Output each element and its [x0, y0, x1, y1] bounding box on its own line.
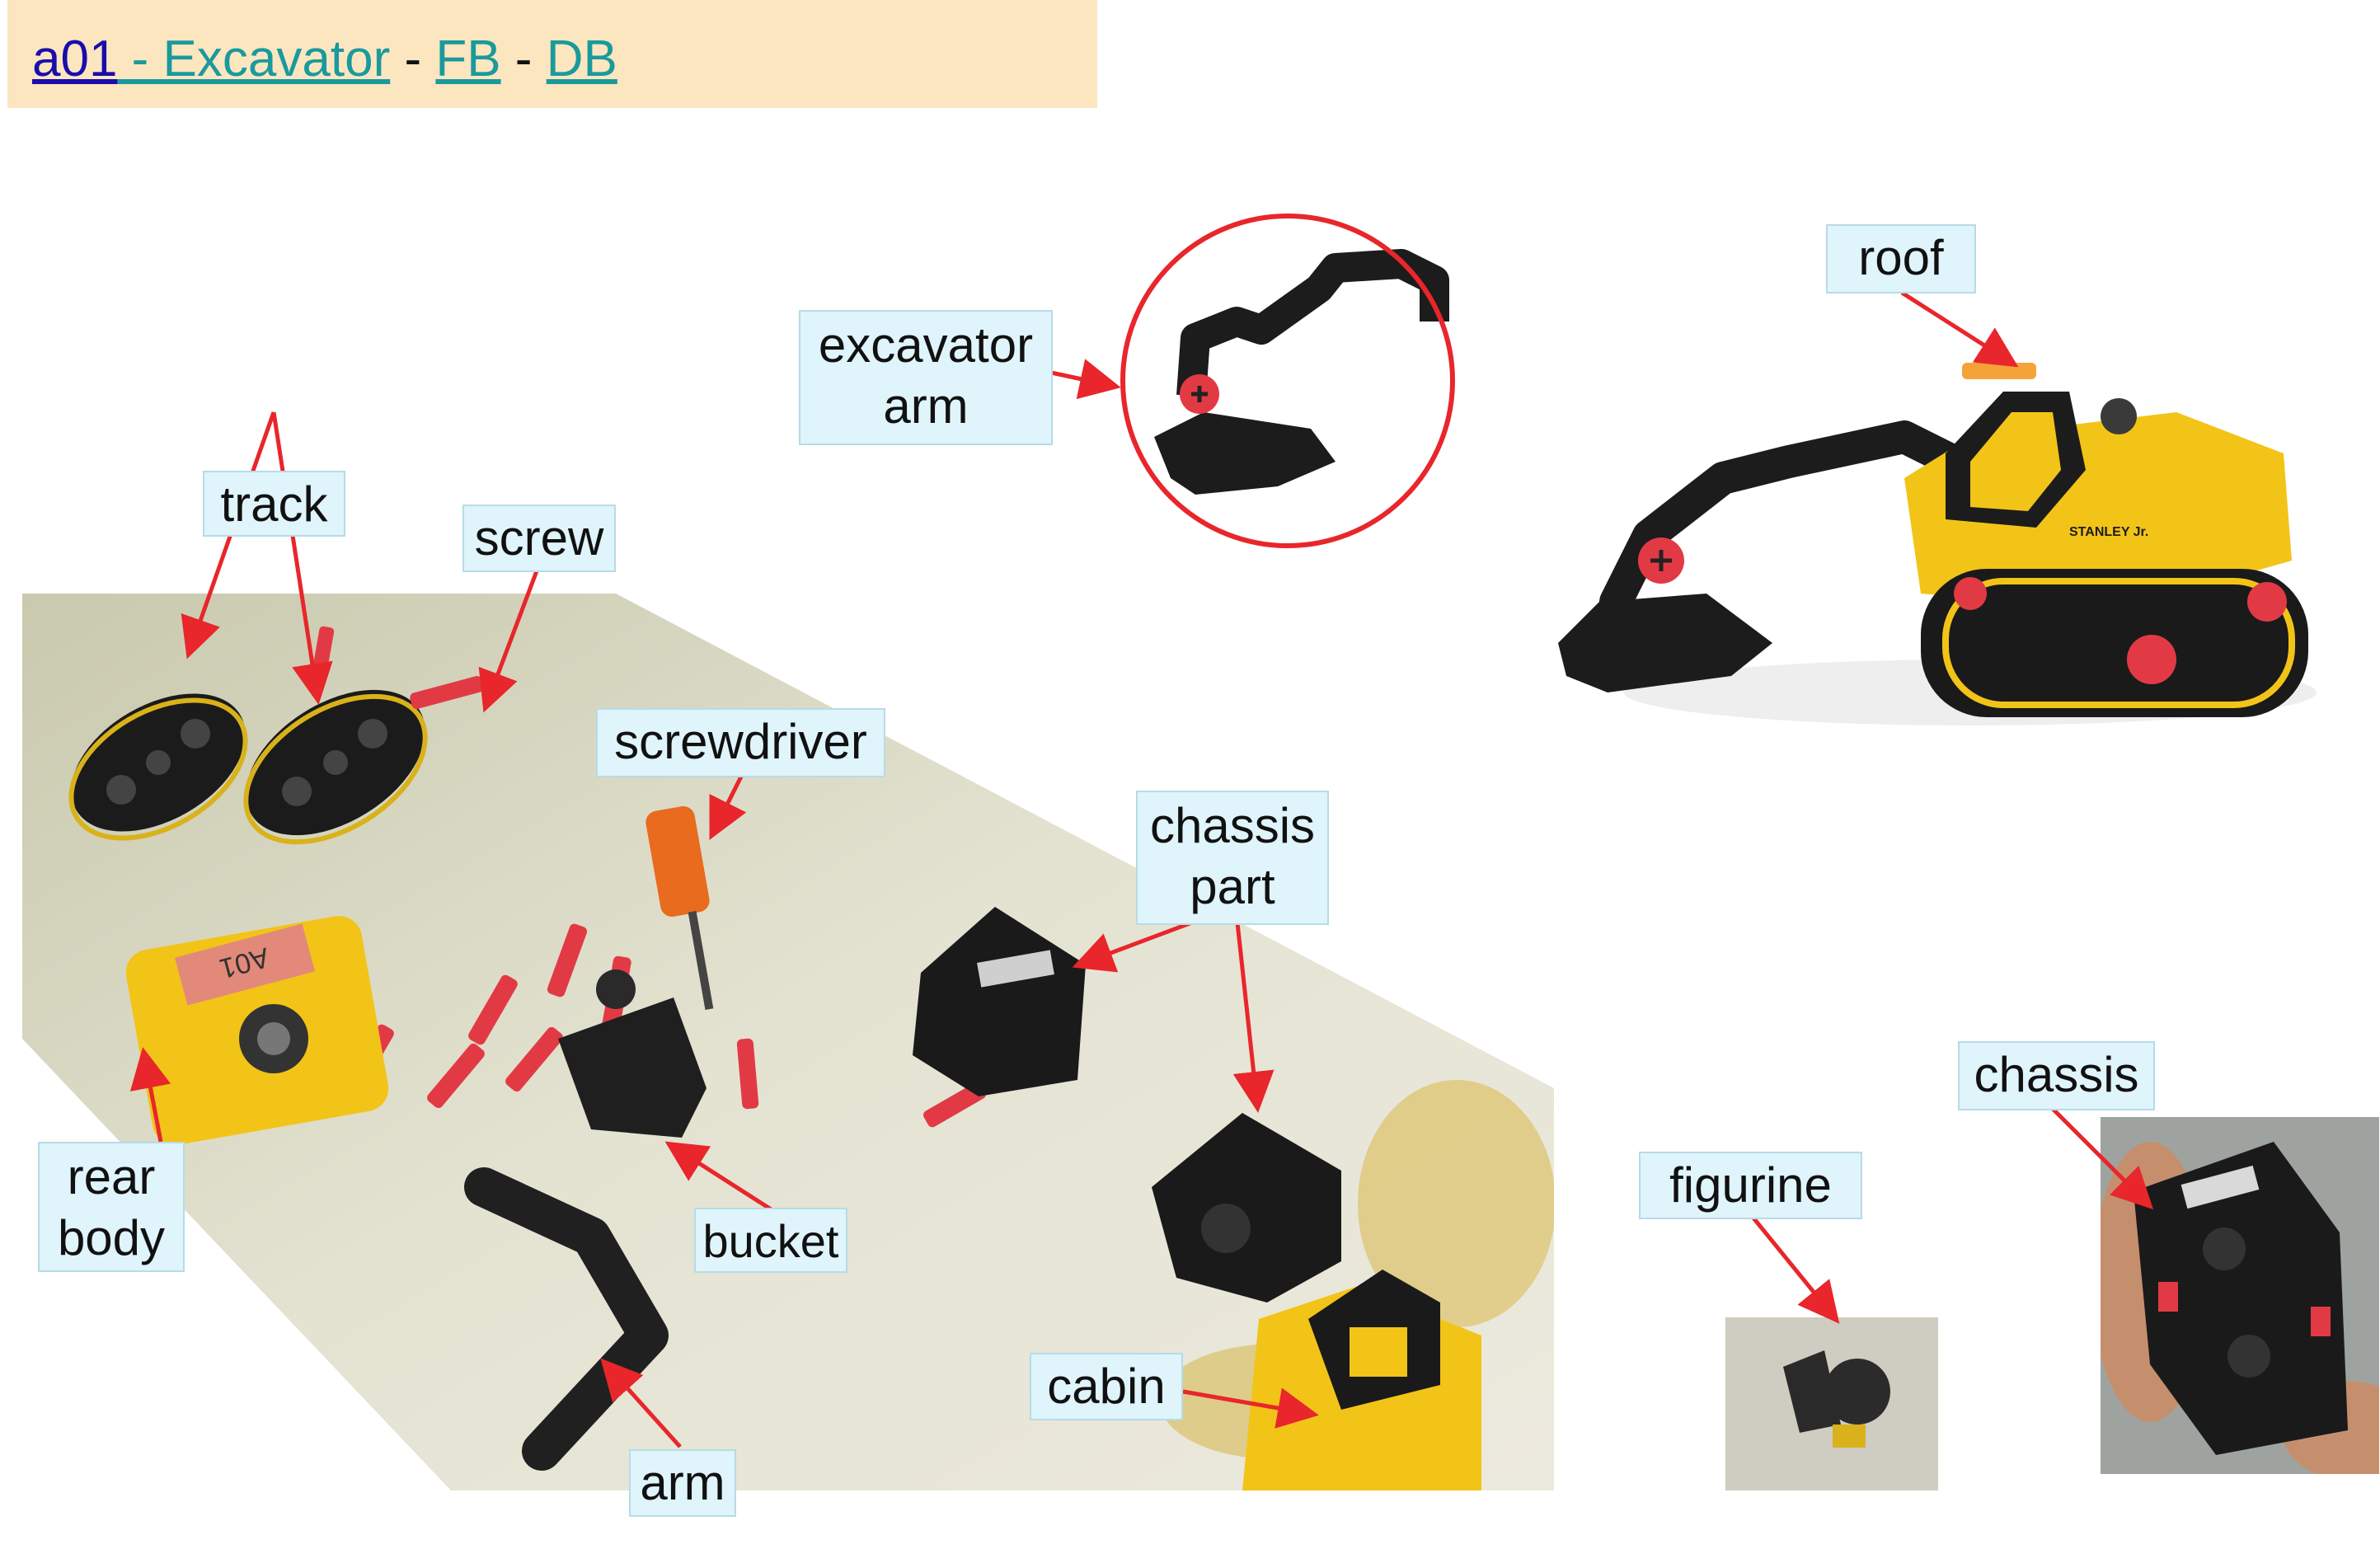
label-cabin: cabin [1030, 1353, 1183, 1420]
header-links: a01 - Excavator - FB - DB [32, 26, 617, 92]
label-arm: arm [629, 1449, 736, 1517]
parts-photo: A01 [22, 594, 1554, 1490]
label-roof: roof [1826, 224, 1976, 293]
chassis-photo [2101, 1117, 2379, 1474]
cabin-object [1242, 1270, 1481, 1490]
track-piece [68, 693, 248, 841]
arm-object [464, 1167, 669, 1471]
title-link[interactable]: - Excavator [117, 31, 391, 87]
label-chassis-part: chassis part [1136, 791, 1329, 925]
screwdriver-object [645, 805, 714, 1010]
separator: - [390, 31, 436, 87]
id-link[interactable]: a01 [32, 31, 118, 87]
track-piece [243, 689, 428, 845]
label-rear-body: rear body [38, 1142, 185, 1272]
label-screwdriver: screwdriver [596, 708, 885, 777]
label-rear-body-line2: body [57, 1210, 166, 1265]
stanley-brand-decal: STANLEY Jr. [2069, 525, 2148, 539]
label-excavator-arm-line2: arm [883, 378, 969, 434]
bucket-object [558, 969, 706, 1138]
label-rear-body-line1: rear [67, 1149, 156, 1204]
excavator-arm-inset [1113, 198, 1463, 565]
figurine-photo [1725, 1317, 1938, 1490]
label-chassis-part-line2: part [1190, 859, 1275, 914]
fb-link[interactable]: FB [435, 31, 501, 87]
assembled-excavator-photo: STANLEY Jr. [1542, 346, 2333, 742]
label-excavator-arm-line1: excavator [818, 317, 1034, 373]
rear-body-object: A01 [125, 916, 389, 1145]
label-bucket: bucket [694, 1208, 847, 1273]
header-bar: a01 - Excavator - FB - DB [7, 0, 1097, 108]
chassis-part-object [1152, 1113, 1341, 1303]
label-chassis-part-line1: chassis [1149, 798, 1316, 853]
label-chassis: chassis [1958, 1041, 2155, 1110]
separator: - [500, 31, 547, 87]
label-screw: screw [462, 505, 616, 572]
label-track: track [203, 471, 345, 537]
db-link[interactable]: DB [546, 31, 617, 87]
label-figurine: figurine [1639, 1152, 1862, 1219]
label-excavator-arm: excavator arm [799, 310, 1053, 445]
chassis-part-object [913, 907, 1086, 1096]
